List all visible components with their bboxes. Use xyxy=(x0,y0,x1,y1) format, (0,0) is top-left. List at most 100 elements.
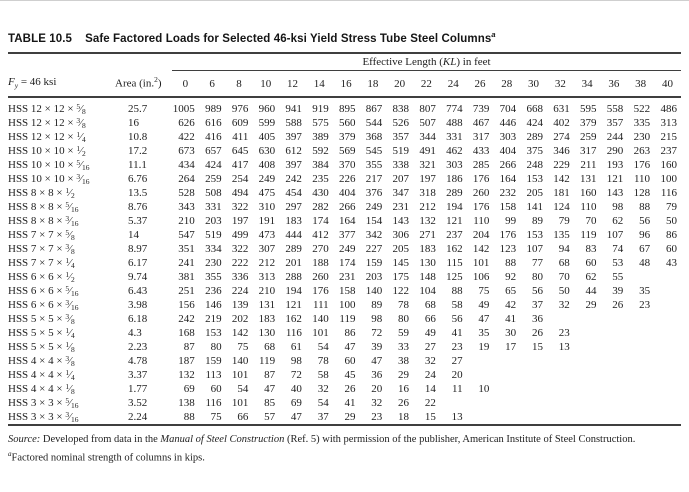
table-row: HSS 10 × 10 × 5⁄16 11.1 434 424 417 408 397 384… xyxy=(8,158,681,172)
load-value: 230 xyxy=(633,130,651,143)
load-value: 384 xyxy=(312,158,329,171)
kl-column-header: 12 xyxy=(279,70,306,98)
load-value: 145 xyxy=(392,256,410,269)
load-value: 499 xyxy=(231,228,249,241)
load-value: 434 xyxy=(178,158,195,171)
table-row: HSS 6 × 6 × 3⁄16 3.98 156 146 139 131 121 111 10… xyxy=(8,298,681,312)
load-value: 186 xyxy=(446,172,463,185)
load-value: 475 xyxy=(258,186,276,199)
load-value: 32 xyxy=(371,396,383,409)
table-row: HSS 7 × 7 × 3⁄8 8.97 351 334 322 307 289 270 249… xyxy=(8,242,681,256)
table-title: TABLE 10.5 Safe Factored Loads for Select… xyxy=(8,1,681,45)
load-value: 357 xyxy=(392,130,410,143)
load-value: 544 xyxy=(365,116,383,129)
area-value: 6.18 xyxy=(128,312,148,325)
load-value xyxy=(654,410,681,425)
load-value: 100 xyxy=(660,172,678,185)
load-value xyxy=(467,368,494,382)
load-value: 80 xyxy=(531,270,543,283)
kl-column-header: 6 xyxy=(198,70,226,98)
section-designation: HSS 8 × 8 × 3⁄16 xyxy=(8,213,79,228)
load-value xyxy=(574,354,601,368)
load-value: 13 xyxy=(558,340,570,353)
load-value: 242 xyxy=(178,312,195,325)
load-value: 79 xyxy=(558,214,570,227)
load-value: 176 xyxy=(472,172,490,185)
load-value xyxy=(440,396,467,410)
kl-symbol: KL xyxy=(442,55,457,68)
load-value: 397 xyxy=(285,158,302,171)
load-value: 416 xyxy=(205,130,222,143)
load-value: 40 xyxy=(290,382,302,395)
load-value: 16 xyxy=(398,382,410,395)
load-value xyxy=(627,270,654,284)
table-row: HSS 5 × 5 × 1⁄8 2.23 87 80 75 68 61 54 47 39 33 27 2… xyxy=(8,340,681,354)
load-value xyxy=(654,382,681,396)
load-value: 115 xyxy=(446,256,463,269)
load-value xyxy=(574,312,601,326)
section-designation: HSS 7 × 7 × 1⁄4 xyxy=(8,255,75,270)
load-value: 507 xyxy=(419,116,436,129)
kl-column-header: 20 xyxy=(386,70,414,98)
load-value xyxy=(627,326,654,340)
load-value: 75 xyxy=(210,410,222,423)
load-value: 47 xyxy=(371,354,383,367)
area-value: 13.5 xyxy=(128,186,148,199)
load-value xyxy=(627,410,654,425)
load-value xyxy=(654,312,681,326)
load-value xyxy=(547,396,574,410)
load-value: 282 xyxy=(312,200,329,213)
area-value: 16 xyxy=(128,116,139,129)
load-value: 15 xyxy=(531,340,543,353)
kl-column-header: 16 xyxy=(332,70,360,98)
area-header-exponent: 2 xyxy=(154,75,158,85)
load-value xyxy=(547,382,574,396)
kl-column-header: 34 xyxy=(573,70,601,98)
load-value: 313 xyxy=(660,116,678,129)
load-value: 290 xyxy=(606,144,624,157)
load-value: 158 xyxy=(338,284,356,297)
load-value: 140 xyxy=(231,354,249,367)
load-value: 704 xyxy=(499,102,517,115)
source-note: Source: Developed from data in the Manua… xyxy=(8,433,681,447)
load-value: 526 xyxy=(392,116,410,129)
section-designation: HSS 10 × 10 × 5⁄16 xyxy=(8,157,90,172)
load-value: 288 xyxy=(285,270,302,283)
load-value: 259 xyxy=(205,172,222,185)
load-value: 121 xyxy=(446,214,463,227)
section-designation: HSS 5 × 5 × 1⁄8 xyxy=(8,339,75,354)
load-value: 107 xyxy=(606,228,624,241)
load-value: 27 xyxy=(424,340,436,353)
load-value: 56 xyxy=(451,312,463,325)
load-value: 379 xyxy=(580,116,597,129)
load-value: 263 xyxy=(633,144,651,157)
load-value: 107 xyxy=(526,242,543,255)
load-value xyxy=(574,368,601,382)
load-value: 35 xyxy=(478,326,490,339)
load-value: 53 xyxy=(612,256,624,269)
load-value: 72 xyxy=(371,326,383,339)
load-value: 379 xyxy=(338,130,356,143)
fy-subscript: y xyxy=(14,80,19,90)
load-value: 205 xyxy=(392,242,410,255)
load-value: 197 xyxy=(419,172,436,185)
load-value: 60 xyxy=(585,256,597,269)
load-value xyxy=(547,312,574,326)
load-value xyxy=(493,396,520,410)
load-value xyxy=(654,368,681,382)
load-value: 183 xyxy=(258,312,276,325)
table-row: HSS 12 × 12 × 3⁄8 16 626 616 609 599 588 575 560… xyxy=(8,116,681,130)
load-value: 160 xyxy=(580,186,597,199)
load-value: 96 xyxy=(639,228,651,241)
load-value: 139 xyxy=(231,298,249,311)
load-value: 70 xyxy=(585,214,597,227)
load-value: 98 xyxy=(290,354,302,367)
area-header-close: ) xyxy=(157,77,162,90)
load-value: 55 xyxy=(612,270,624,283)
load-value: 27 xyxy=(451,354,463,367)
load-value: 143 xyxy=(392,214,410,227)
load-value: 80 xyxy=(398,312,410,325)
load-value: 94 xyxy=(558,242,570,255)
load-value: 119 xyxy=(580,228,597,241)
load-value: 66 xyxy=(424,312,436,325)
